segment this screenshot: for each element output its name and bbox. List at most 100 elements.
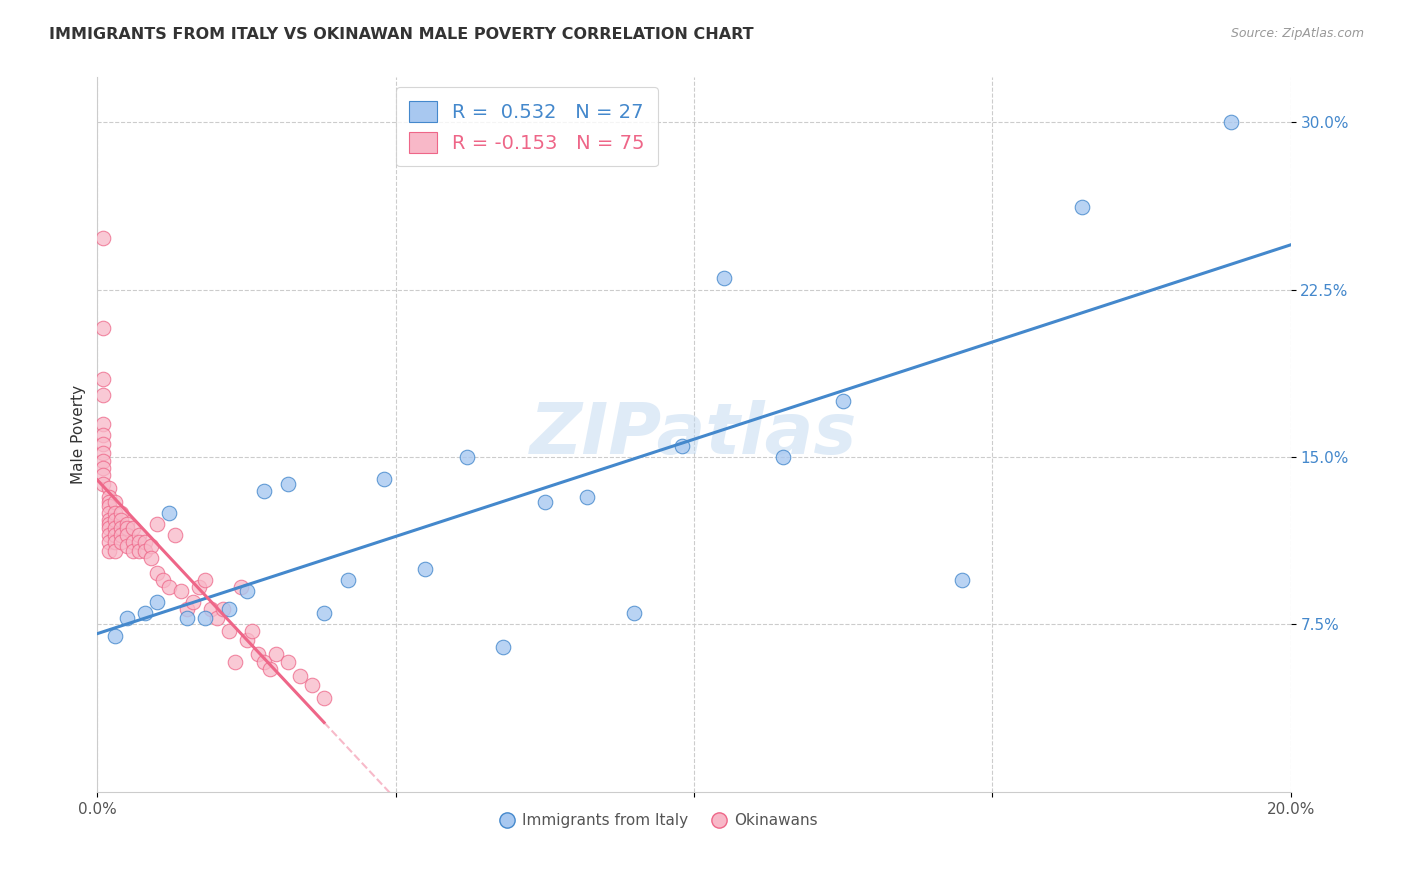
Point	[104, 629, 127, 643]
Point	[157, 506, 180, 520]
Point	[194, 611, 217, 625]
Point	[115, 528, 138, 542]
Point	[575, 490, 598, 504]
Point	[277, 476, 299, 491]
Point	[104, 521, 127, 535]
Point	[146, 566, 169, 581]
Point	[122, 543, 145, 558]
Point	[253, 483, 276, 498]
Point	[91, 454, 114, 468]
Point	[211, 602, 233, 616]
Point	[312, 691, 335, 706]
Point	[91, 467, 114, 482]
Point	[104, 534, 127, 549]
Point	[104, 528, 127, 542]
Point	[1219, 115, 1241, 129]
Point	[671, 439, 693, 453]
Point	[91, 476, 114, 491]
Point	[98, 494, 121, 508]
Point	[115, 521, 138, 535]
Point	[98, 534, 121, 549]
Point	[176, 611, 198, 625]
Point	[110, 528, 132, 542]
Point	[163, 528, 186, 542]
Point	[134, 607, 156, 621]
Point	[98, 490, 121, 504]
Point	[218, 602, 240, 616]
Point	[533, 494, 555, 508]
Point	[235, 584, 257, 599]
Point	[176, 602, 198, 616]
Point	[415, 562, 437, 576]
Point	[98, 543, 121, 558]
Point	[98, 512, 121, 526]
Point	[104, 512, 127, 526]
Point	[772, 450, 794, 464]
Point	[832, 394, 855, 409]
Point	[277, 656, 299, 670]
Point	[301, 678, 323, 692]
Point	[91, 445, 114, 459]
Point	[312, 607, 335, 621]
Text: IMMIGRANTS FROM ITALY VS OKINAWAN MALE POVERTY CORRELATION CHART: IMMIGRANTS FROM ITALY VS OKINAWAN MALE P…	[49, 27, 754, 42]
Point	[623, 607, 645, 621]
Point	[139, 550, 162, 565]
Point	[128, 528, 150, 542]
Point	[290, 669, 312, 683]
Point	[110, 534, 132, 549]
Point	[91, 372, 114, 386]
Point	[122, 521, 145, 535]
Text: Source: ZipAtlas.com: Source: ZipAtlas.com	[1230, 27, 1364, 40]
Point	[187, 580, 209, 594]
Point	[91, 231, 114, 245]
Point	[128, 543, 150, 558]
Point	[115, 611, 138, 625]
Point	[115, 516, 138, 531]
Point	[98, 516, 121, 531]
Point	[98, 506, 121, 520]
Point	[205, 611, 228, 625]
Point	[373, 472, 395, 486]
Point	[91, 436, 114, 450]
Point	[110, 506, 132, 520]
Point	[492, 640, 515, 654]
Point	[456, 450, 478, 464]
Point	[229, 580, 252, 594]
Point	[134, 534, 156, 549]
Point	[266, 647, 288, 661]
Point	[104, 506, 127, 520]
Point	[181, 595, 204, 609]
Point	[157, 580, 180, 594]
Point	[139, 539, 162, 553]
Text: ZIPatlas: ZIPatlas	[530, 401, 858, 469]
Legend: Immigrants from Italy, Okinawans: Immigrants from Italy, Okinawans	[494, 807, 824, 834]
Point	[242, 624, 264, 639]
Point	[128, 534, 150, 549]
Point	[146, 516, 169, 531]
Point	[152, 573, 174, 587]
Point	[218, 624, 240, 639]
Point	[146, 595, 169, 609]
Point	[247, 647, 270, 661]
Point	[110, 521, 132, 535]
Y-axis label: Male Poverty: Male Poverty	[72, 385, 86, 484]
Point	[194, 573, 217, 587]
Point	[98, 481, 121, 495]
Point	[98, 521, 121, 535]
Point	[110, 512, 132, 526]
Point	[235, 633, 257, 648]
Point	[91, 320, 114, 334]
Point	[91, 387, 114, 401]
Point	[104, 494, 127, 508]
Point	[224, 656, 246, 670]
Point	[98, 528, 121, 542]
Point	[98, 499, 121, 513]
Point	[336, 573, 359, 587]
Point	[1070, 200, 1092, 214]
Point	[200, 602, 222, 616]
Point	[170, 584, 193, 599]
Point	[91, 427, 114, 442]
Point	[104, 543, 127, 558]
Point	[122, 534, 145, 549]
Point	[91, 417, 114, 431]
